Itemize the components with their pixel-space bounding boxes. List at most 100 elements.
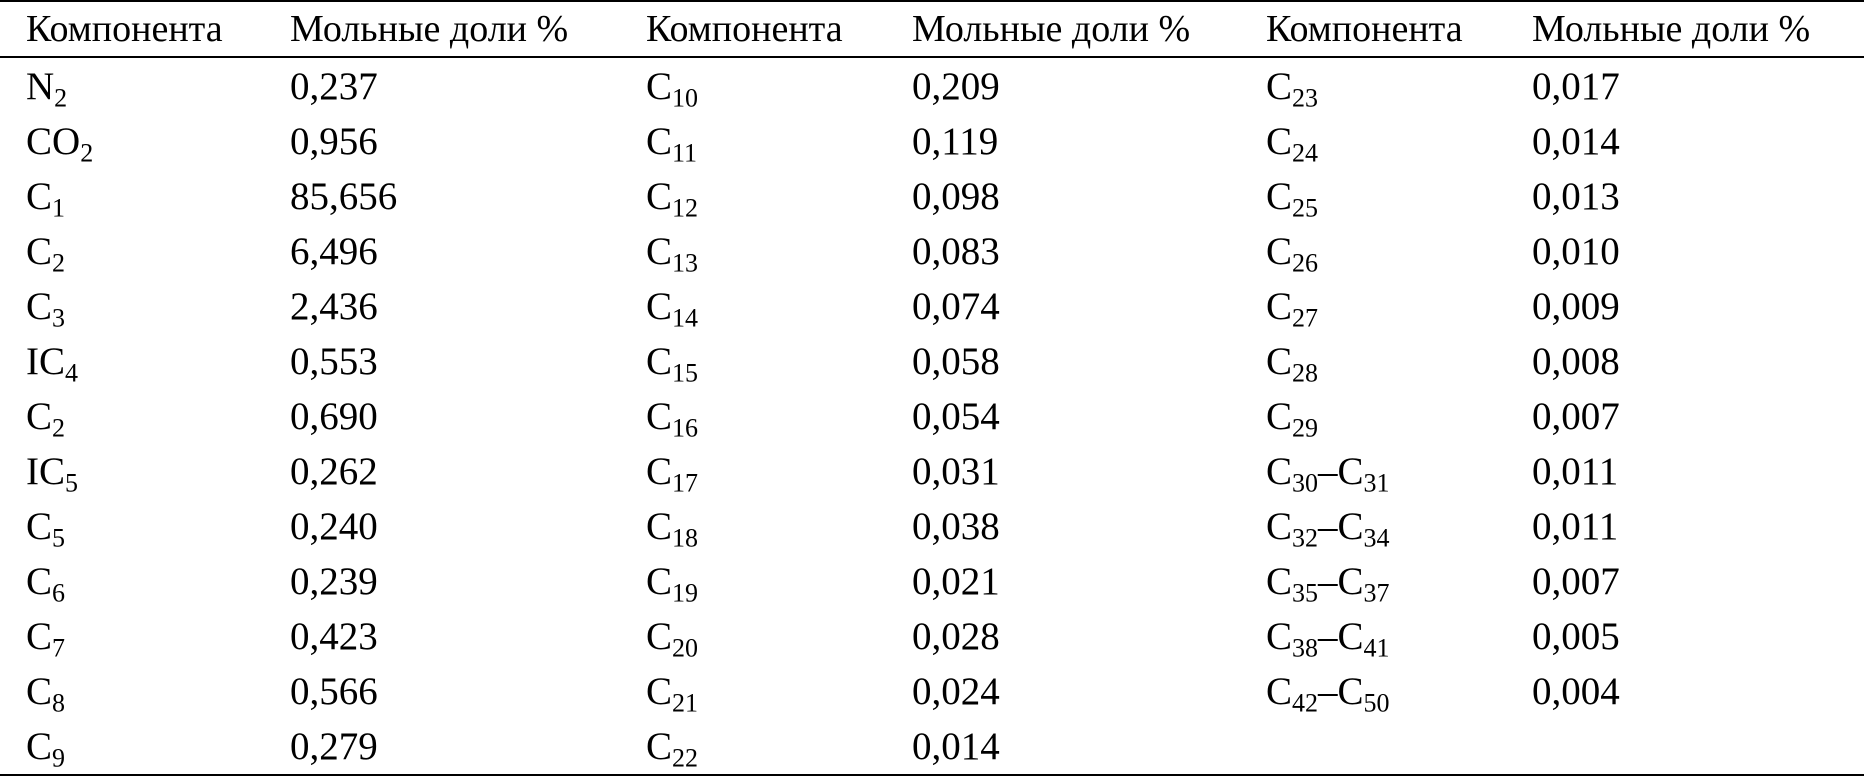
header-component-1: Компонента — [26, 8, 223, 50]
component-subscript: 30 — [1292, 468, 1319, 498]
component-base: C — [26, 175, 53, 218]
component-base: C — [646, 230, 673, 273]
component-cell: C16 — [646, 394, 699, 443]
mole-fraction-value: 0,690 — [290, 395, 378, 438]
component-cell: IC5 — [26, 449, 78, 498]
component-subscript: 38 — [1292, 633, 1319, 663]
component-base: C — [646, 175, 673, 218]
mole-fraction-value: 0,119 — [912, 120, 999, 163]
component-subscript-end: 50 — [1363, 688, 1390, 718]
component-base: C — [1266, 285, 1293, 328]
component-subscript-end: 34 — [1363, 523, 1390, 553]
component-subscript: 10 — [672, 83, 699, 113]
mole-fraction-value: 0,240 — [290, 505, 378, 548]
component-cell: C30–C31 — [1266, 449, 1390, 498]
component-subscript-end: 31 — [1363, 468, 1390, 498]
table-header-rule — [0, 56, 1864, 58]
mole-fraction-value: 0,239 — [290, 560, 378, 603]
mole-fraction-value: 0,007 — [1532, 395, 1620, 438]
component-subscript: 20 — [672, 633, 699, 663]
component-base: CO — [26, 120, 81, 163]
component-base: C — [646, 450, 673, 493]
mole-fraction-value: 2,436 — [290, 285, 378, 328]
component-cell: C12 — [646, 174, 699, 223]
component-base: C — [646, 395, 673, 438]
component-subscript: 16 — [672, 413, 699, 443]
component-subscript: 15 — [672, 358, 699, 388]
component-subscript: 32 — [1292, 523, 1319, 553]
component-cell: C5 — [26, 504, 65, 551]
component-subscript: 6 — [52, 578, 66, 608]
component-subscript: 12 — [672, 193, 699, 223]
component-subscript: 14 — [672, 303, 699, 333]
component-subscript: 28 — [1292, 358, 1319, 388]
component-subscript: 19 — [672, 578, 699, 608]
component-cell: C6 — [26, 559, 66, 608]
component-cell: C11 — [646, 119, 698, 168]
component-cell: C42–C50 — [1266, 669, 1390, 718]
component-subscript: 7 — [52, 633, 66, 663]
component-base: N — [26, 65, 55, 108]
mole-fraction-value: 0,209 — [912, 65, 1000, 108]
component-base-end: C — [1337, 670, 1364, 713]
component-cell: C7 — [26, 614, 66, 663]
header-component-3: Компонента — [1266, 8, 1463, 50]
component-base: C — [1266, 65, 1293, 108]
mole-fraction-value: 0,423 — [290, 615, 378, 658]
component-base-end: C — [1337, 505, 1364, 548]
component-cell: C2 — [26, 229, 65, 276]
component-subscript: 8 — [52, 688, 66, 718]
component-base: C — [646, 285, 673, 328]
mole-fraction-value: 0,013 — [1532, 175, 1620, 218]
component-subscript: 23 — [1292, 83, 1319, 113]
component-base-end: C — [1337, 560, 1364, 603]
component-subscript: 5 — [65, 468, 78, 498]
component-cell: C38–C41 — [1266, 614, 1390, 663]
component-cell: IC4 — [26, 339, 78, 388]
mole-fraction-value: 0,009 — [1532, 285, 1620, 328]
range-dash: – — [1318, 670, 1338, 713]
component-cell: C3 — [26, 284, 65, 331]
component-base: IC — [26, 450, 65, 493]
component-cell: CO2 — [26, 119, 93, 166]
mole-fraction-value: 0,083 — [912, 230, 1000, 273]
header-component-2: Компонента — [646, 8, 843, 50]
component-subscript: 24 — [1292, 138, 1319, 168]
component-base: C — [26, 725, 53, 768]
component-cell: C19 — [646, 559, 699, 608]
component-cell: C20 — [646, 614, 699, 663]
range-dash: – — [1318, 560, 1338, 603]
component-cell: C26 — [1266, 229, 1318, 276]
component-base: C — [26, 670, 53, 713]
component-base: C — [646, 340, 673, 383]
component-cell: C35–C37 — [1266, 559, 1390, 606]
component-cell: C2 — [26, 394, 65, 441]
component-base: C — [1266, 450, 1293, 493]
range-dash: – — [1318, 505, 1338, 548]
component-base: C — [1266, 560, 1293, 603]
component-base: C — [646, 615, 673, 658]
component-subscript: 27 — [1292, 303, 1319, 333]
component-cell: C24 — [1266, 119, 1319, 168]
component-subscript: 25 — [1292, 193, 1319, 223]
component-subscript: 42 — [1292, 688, 1319, 718]
component-cell: C14 — [646, 284, 699, 333]
mole-fraction-value: 0,237 — [290, 65, 378, 108]
component-base: C — [26, 615, 53, 658]
mole-fraction-value: 0,011 — [1532, 450, 1619, 493]
component-cell: C17 — [646, 449, 698, 496]
component-cell: C13 — [646, 229, 699, 278]
mole-fraction-value: 0,024 — [912, 670, 1000, 713]
component-subscript: 2 — [54, 83, 68, 113]
component-subscript: 11 — [672, 138, 698, 168]
component-subscript: 22 — [672, 743, 699, 773]
mole-fraction-value: 0,262 — [290, 450, 378, 493]
component-base: C — [646, 505, 673, 548]
component-cell: C1 — [26, 174, 65, 221]
component-base: C — [26, 230, 53, 273]
component-subscript: 13 — [672, 248, 699, 278]
component-base: C — [646, 120, 673, 163]
component-subscript: 4 — [65, 358, 78, 388]
component-cell: C9 — [26, 724, 65, 771]
